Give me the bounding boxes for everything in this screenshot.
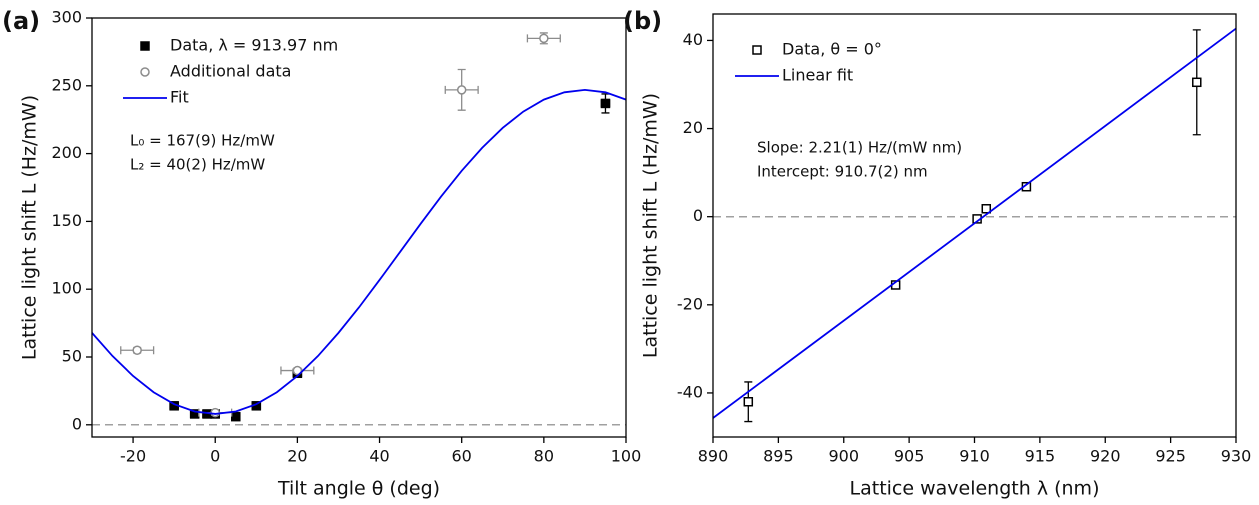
data-point: [1192, 77, 1202, 88]
y-tick-label: 20: [683, 118, 703, 137]
data-point: [292, 365, 303, 376]
legend-label: Data, λ = 913.97 nm: [170, 36, 338, 55]
legend-marker: [140, 67, 150, 77]
panel-label: (b): [623, 7, 662, 35]
y-tick-label: 300: [51, 8, 82, 27]
legend-label: Fit: [170, 88, 189, 107]
x-tick-label: 80: [534, 447, 554, 466]
axes-frame: [712, 13, 1237, 438]
x-tick-label: 915: [1025, 447, 1056, 466]
legend-label: Additional data: [170, 62, 291, 81]
y-axis-label: Lattice light shift L (Hz/mW): [640, 93, 662, 358]
data-point: [231, 411, 241, 422]
y-tick-label: 150: [51, 211, 82, 230]
annotation: Slope: 2.21(1) Hz/(mW nm): [757, 139, 962, 157]
y-tick-label: 40: [683, 30, 703, 49]
annotation: Intercept: 910.7(2) nm: [757, 163, 928, 181]
plot-area: [92, 32, 626, 422]
x-tick-label: 905: [894, 447, 925, 466]
x-tick-label: 20: [287, 447, 307, 466]
data-point: [743, 397, 754, 407]
y-tick-label: 0: [693, 206, 703, 225]
axes-frame: [91, 17, 627, 438]
y-tick-label: 50: [62, 346, 82, 365]
x-tick-label: 900: [828, 447, 859, 466]
legend-label: Data, θ = 0°: [782, 40, 882, 59]
x-tick-label: 60: [452, 447, 472, 466]
y-tick-label: -40: [677, 382, 703, 401]
data-point: [132, 345, 142, 355]
fit-line: [713, 27, 1236, 419]
x-tick-label: 930: [1221, 447, 1252, 466]
x-axis-label: Lattice wavelength λ (nm): [850, 478, 1100, 500]
x-tick-label: 0: [210, 447, 220, 466]
annotation: L₂ = 40(2) Hz/mW: [130, 156, 265, 174]
y-axis-label: Lattice light shift L (Hz/mW): [19, 95, 41, 360]
legend-marker: [140, 41, 150, 51]
data-point: [539, 33, 549, 44]
x-tick-label: 920: [1090, 447, 1121, 466]
y-tick-label: 100: [51, 279, 82, 298]
x-tick-label: 100: [611, 447, 642, 466]
data-point: [210, 407, 220, 418]
y-tick-label: 200: [51, 143, 82, 162]
data-point: [981, 204, 992, 214]
plot-area: [713, 27, 1236, 423]
x-axis-label: Tilt angle θ (deg): [277, 478, 440, 500]
x-tick-label: 40: [369, 447, 389, 466]
x-tick-label: 910: [959, 447, 990, 466]
legend-marker: [752, 45, 762, 55]
legend-label: Linear fit: [782, 66, 853, 85]
x-tick-label: 890: [698, 447, 729, 466]
panel-label: (a): [2, 7, 40, 35]
fit-line: [92, 88, 626, 415]
data-point: [456, 85, 467, 95]
annotation: L₀ = 167(9) Hz/mW: [130, 132, 275, 150]
y-tick-label: -20: [677, 294, 703, 313]
x-tick-label: -20: [120, 447, 146, 466]
data-point: [600, 98, 611, 109]
x-tick-label: 895: [763, 447, 794, 466]
x-tick-label: 925: [1155, 447, 1186, 466]
y-tick-label: 0: [72, 414, 82, 433]
y-tick-label: 250: [51, 75, 82, 94]
